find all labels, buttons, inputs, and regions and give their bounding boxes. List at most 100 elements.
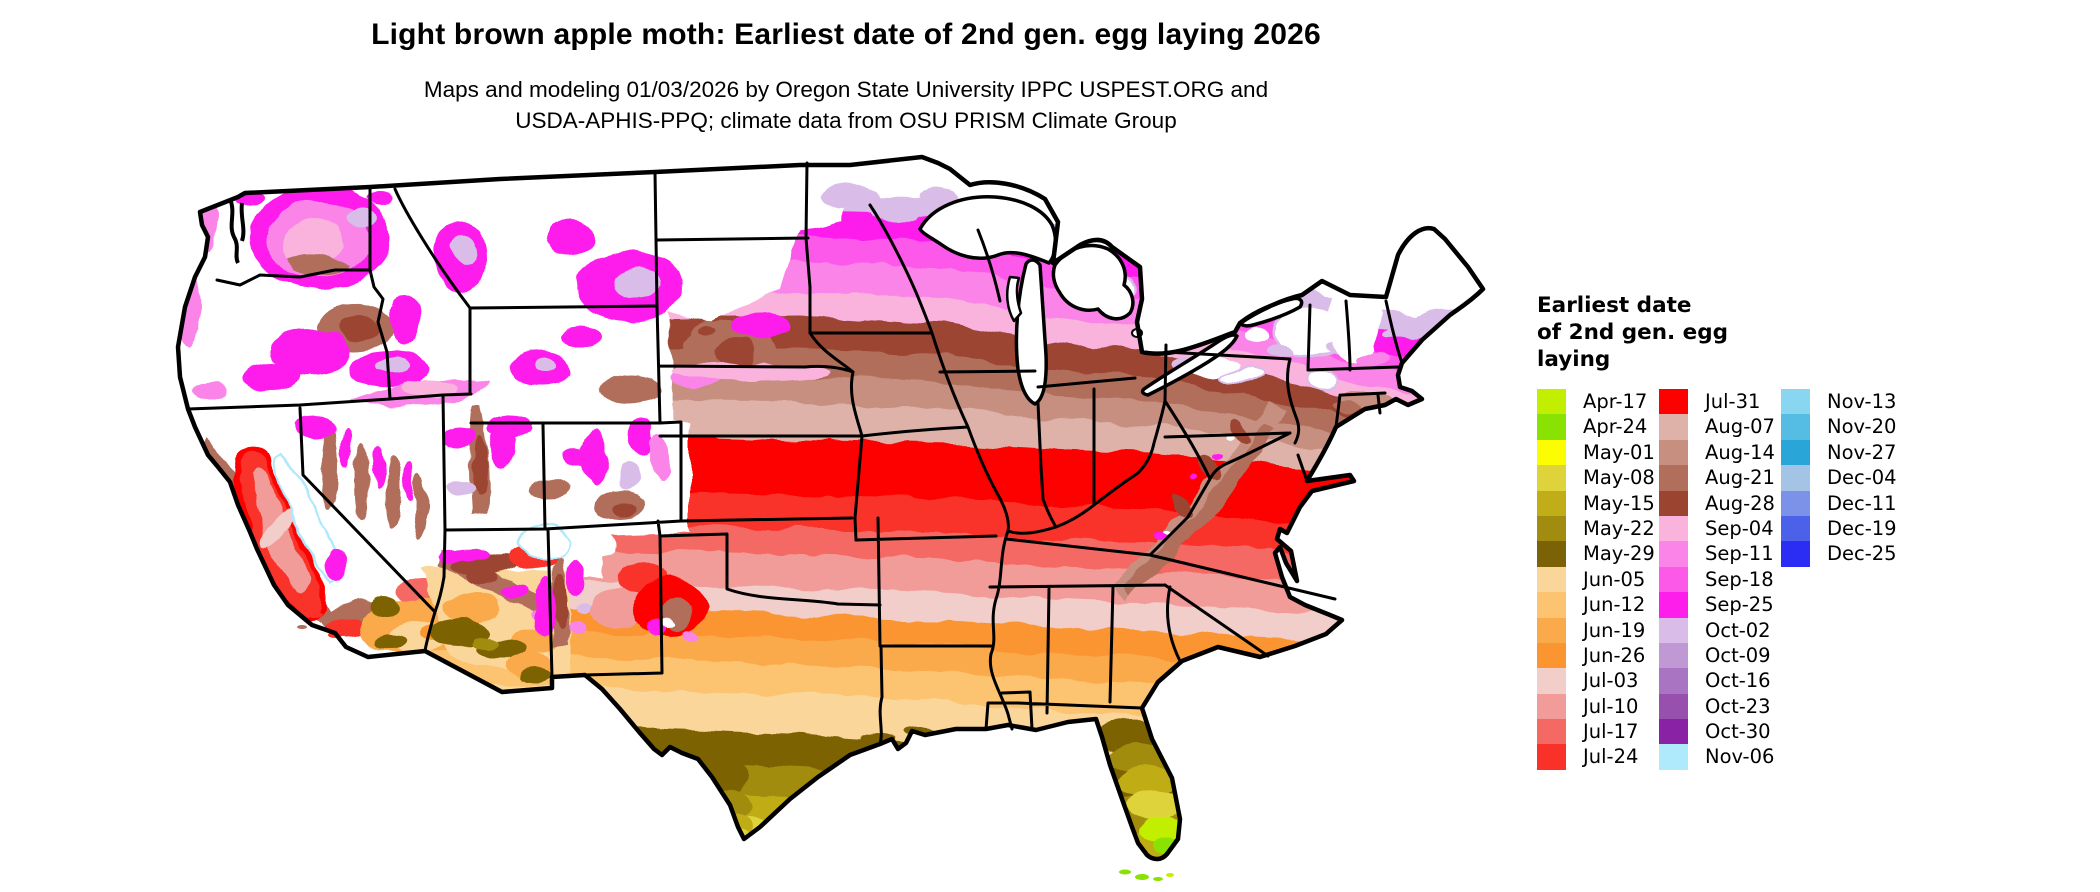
legend-swatch: [1659, 465, 1688, 491]
legend-label: May-08: [1583, 466, 1655, 490]
legend-swatch: [1659, 592, 1688, 618]
legend-label: Dec-25: [1827, 542, 1897, 566]
legend-swatch: [1781, 439, 1810, 466]
legend-entry: Oct-23: [1659, 693, 1775, 720]
legend-label: Aug-14: [1705, 440, 1775, 464]
legend-swatch: [1659, 719, 1688, 745]
legend-swatch: [1537, 465, 1566, 491]
legend-label: Sep-04: [1705, 516, 1774, 540]
legend-label: Nov-20: [1827, 415, 1897, 439]
legend-entry: Jul-17: [1537, 719, 1655, 745]
legend-label: Nov-27: [1827, 440, 1897, 464]
legend-swatch: [1781, 414, 1810, 440]
legend-label: Jul-10: [1583, 694, 1639, 718]
legend-entry: Oct-02: [1659, 617, 1775, 643]
legend-entry: Dec-04: [1781, 465, 1897, 491]
legend-entry: May-15: [1537, 490, 1655, 516]
legend-label: May-22: [1583, 516, 1655, 540]
legend-swatch: [1537, 541, 1566, 567]
legend-label: Aug-07: [1705, 415, 1775, 439]
legend-label: Apr-17: [1583, 390, 1648, 413]
legend-swatch: [1537, 414, 1566, 440]
legend-entry: Jul-03: [1537, 668, 1655, 694]
legend-label: Jun-19: [1583, 618, 1646, 642]
legend-swatch: [1537, 693, 1566, 720]
us-map-svg: [175, 154, 1486, 881]
subtitle-line-2: USDA-APHIS-PPQ; climate data from OSU PR…: [515, 108, 1177, 133]
legend-label: Apr-24: [1583, 415, 1648, 439]
legend-label: Aug-21: [1705, 466, 1775, 490]
legend-label: Jul-31: [1705, 390, 1761, 413]
legend-label: Aug-28: [1705, 491, 1775, 515]
legend-entry: Nov-27: [1781, 439, 1897, 466]
legend-entry: Dec-25: [1781, 541, 1897, 567]
legend-entry: Nov-13: [1781, 389, 1897, 415]
legend-label: Oct-02: [1705, 618, 1771, 642]
legend-entry: Sep-18: [1659, 566, 1775, 593]
legend-title-line-1: Earliest date: [1537, 293, 1692, 318]
legend-entry: May-29: [1537, 541, 1655, 567]
legend-entry: Sep-25: [1659, 592, 1775, 618]
legend-label: Jun-05: [1583, 567, 1646, 591]
legend-label: Sep-25: [1705, 593, 1774, 617]
legend-column-1: Apr-17 Apr-24 May-01 May-08 May-15 May-22 May-…: [1537, 389, 1655, 770]
legend-label: May-01: [1583, 440, 1655, 464]
legend-entry: Dec-19: [1781, 515, 1897, 542]
legend-swatch: [1659, 541, 1688, 567]
raster-fill-layer: [178, 157, 1483, 860]
legend-entry: Nov-06: [1659, 744, 1775, 770]
legend-entry: Oct-16: [1659, 668, 1775, 694]
state-borders: [186, 161, 1404, 746]
legend-label: May-15: [1583, 491, 1655, 515]
legend-entry: Nov-20: [1781, 414, 1897, 440]
legend-swatch: [1659, 693, 1688, 720]
legend-swatch: [1659, 439, 1688, 466]
legend-swatch: [1659, 490, 1688, 516]
legend-swatch: [1781, 389, 1810, 415]
legend-entry: Oct-30: [1659, 719, 1775, 745]
legend-entry: Jun-19: [1537, 617, 1655, 643]
legend-label: Jul-17: [1583, 720, 1639, 744]
legend-label: Jun-12: [1583, 593, 1646, 617]
legend-swatch: [1537, 642, 1566, 669]
legend-label: Oct-16: [1705, 669, 1771, 693]
legend-entry: Sep-04: [1659, 515, 1775, 542]
legend-swatch: [1537, 490, 1566, 516]
conus-outline: [175, 154, 1486, 862]
map-title: Light brown apple moth: Earliest date of…: [371, 18, 1321, 51]
legend-entry: Jun-05: [1537, 566, 1655, 593]
puget-sound: [228, 198, 246, 264]
legend-label: Nov-06: [1705, 745, 1775, 769]
legend-swatch: [1537, 515, 1566, 542]
legend-label: Nov-13: [1827, 390, 1897, 413]
legend-swatch: [1537, 719, 1566, 745]
legend-label: Sep-18: [1705, 567, 1774, 591]
great-lakes: [918, 195, 1304, 406]
legend-label: May-29: [1583, 542, 1655, 566]
legend-label: Oct-30: [1705, 720, 1771, 744]
legend-entry: Jun-12: [1537, 592, 1655, 618]
legend-entry: May-08: [1537, 465, 1655, 491]
legend-entry: May-01: [1537, 439, 1655, 466]
legend-swatch: [1781, 490, 1810, 516]
legend-column-3: Nov-13 Nov-20 Nov-27 Dec-04 Dec-11 Dec-19 Dec-…: [1781, 389, 1897, 567]
legend-entry: Sep-11: [1659, 541, 1775, 567]
legend-title-line-2: of 2nd gen. egg: [1537, 320, 1729, 345]
legend-label: Dec-11: [1827, 491, 1897, 515]
legend-swatch: [1537, 744, 1566, 770]
legend-swatch: [1659, 642, 1688, 669]
legend-label: Jul-24: [1583, 745, 1639, 769]
legend-label: Dec-04: [1827, 466, 1897, 490]
legend-swatch: [1537, 617, 1566, 643]
map-subtitle: Maps and modeling 01/03/2026 by Oregon S…: [96, 74, 1596, 136]
legend-entry: Jul-10: [1537, 693, 1655, 720]
legend-label: Jun-26: [1583, 643, 1646, 667]
legend-swatch: [1659, 515, 1688, 542]
legend-swatch: [1537, 592, 1566, 618]
legend-swatch: [1781, 541, 1810, 567]
legend-label: Oct-09: [1705, 643, 1771, 667]
legend-entry: Aug-21: [1659, 465, 1775, 491]
subtitle-line-1: Maps and modeling 01/03/2026 by Oregon S…: [423, 77, 1269, 102]
us-map: [150, 137, 1520, 892]
legend-title-line-3: laying: [1537, 347, 1611, 372]
